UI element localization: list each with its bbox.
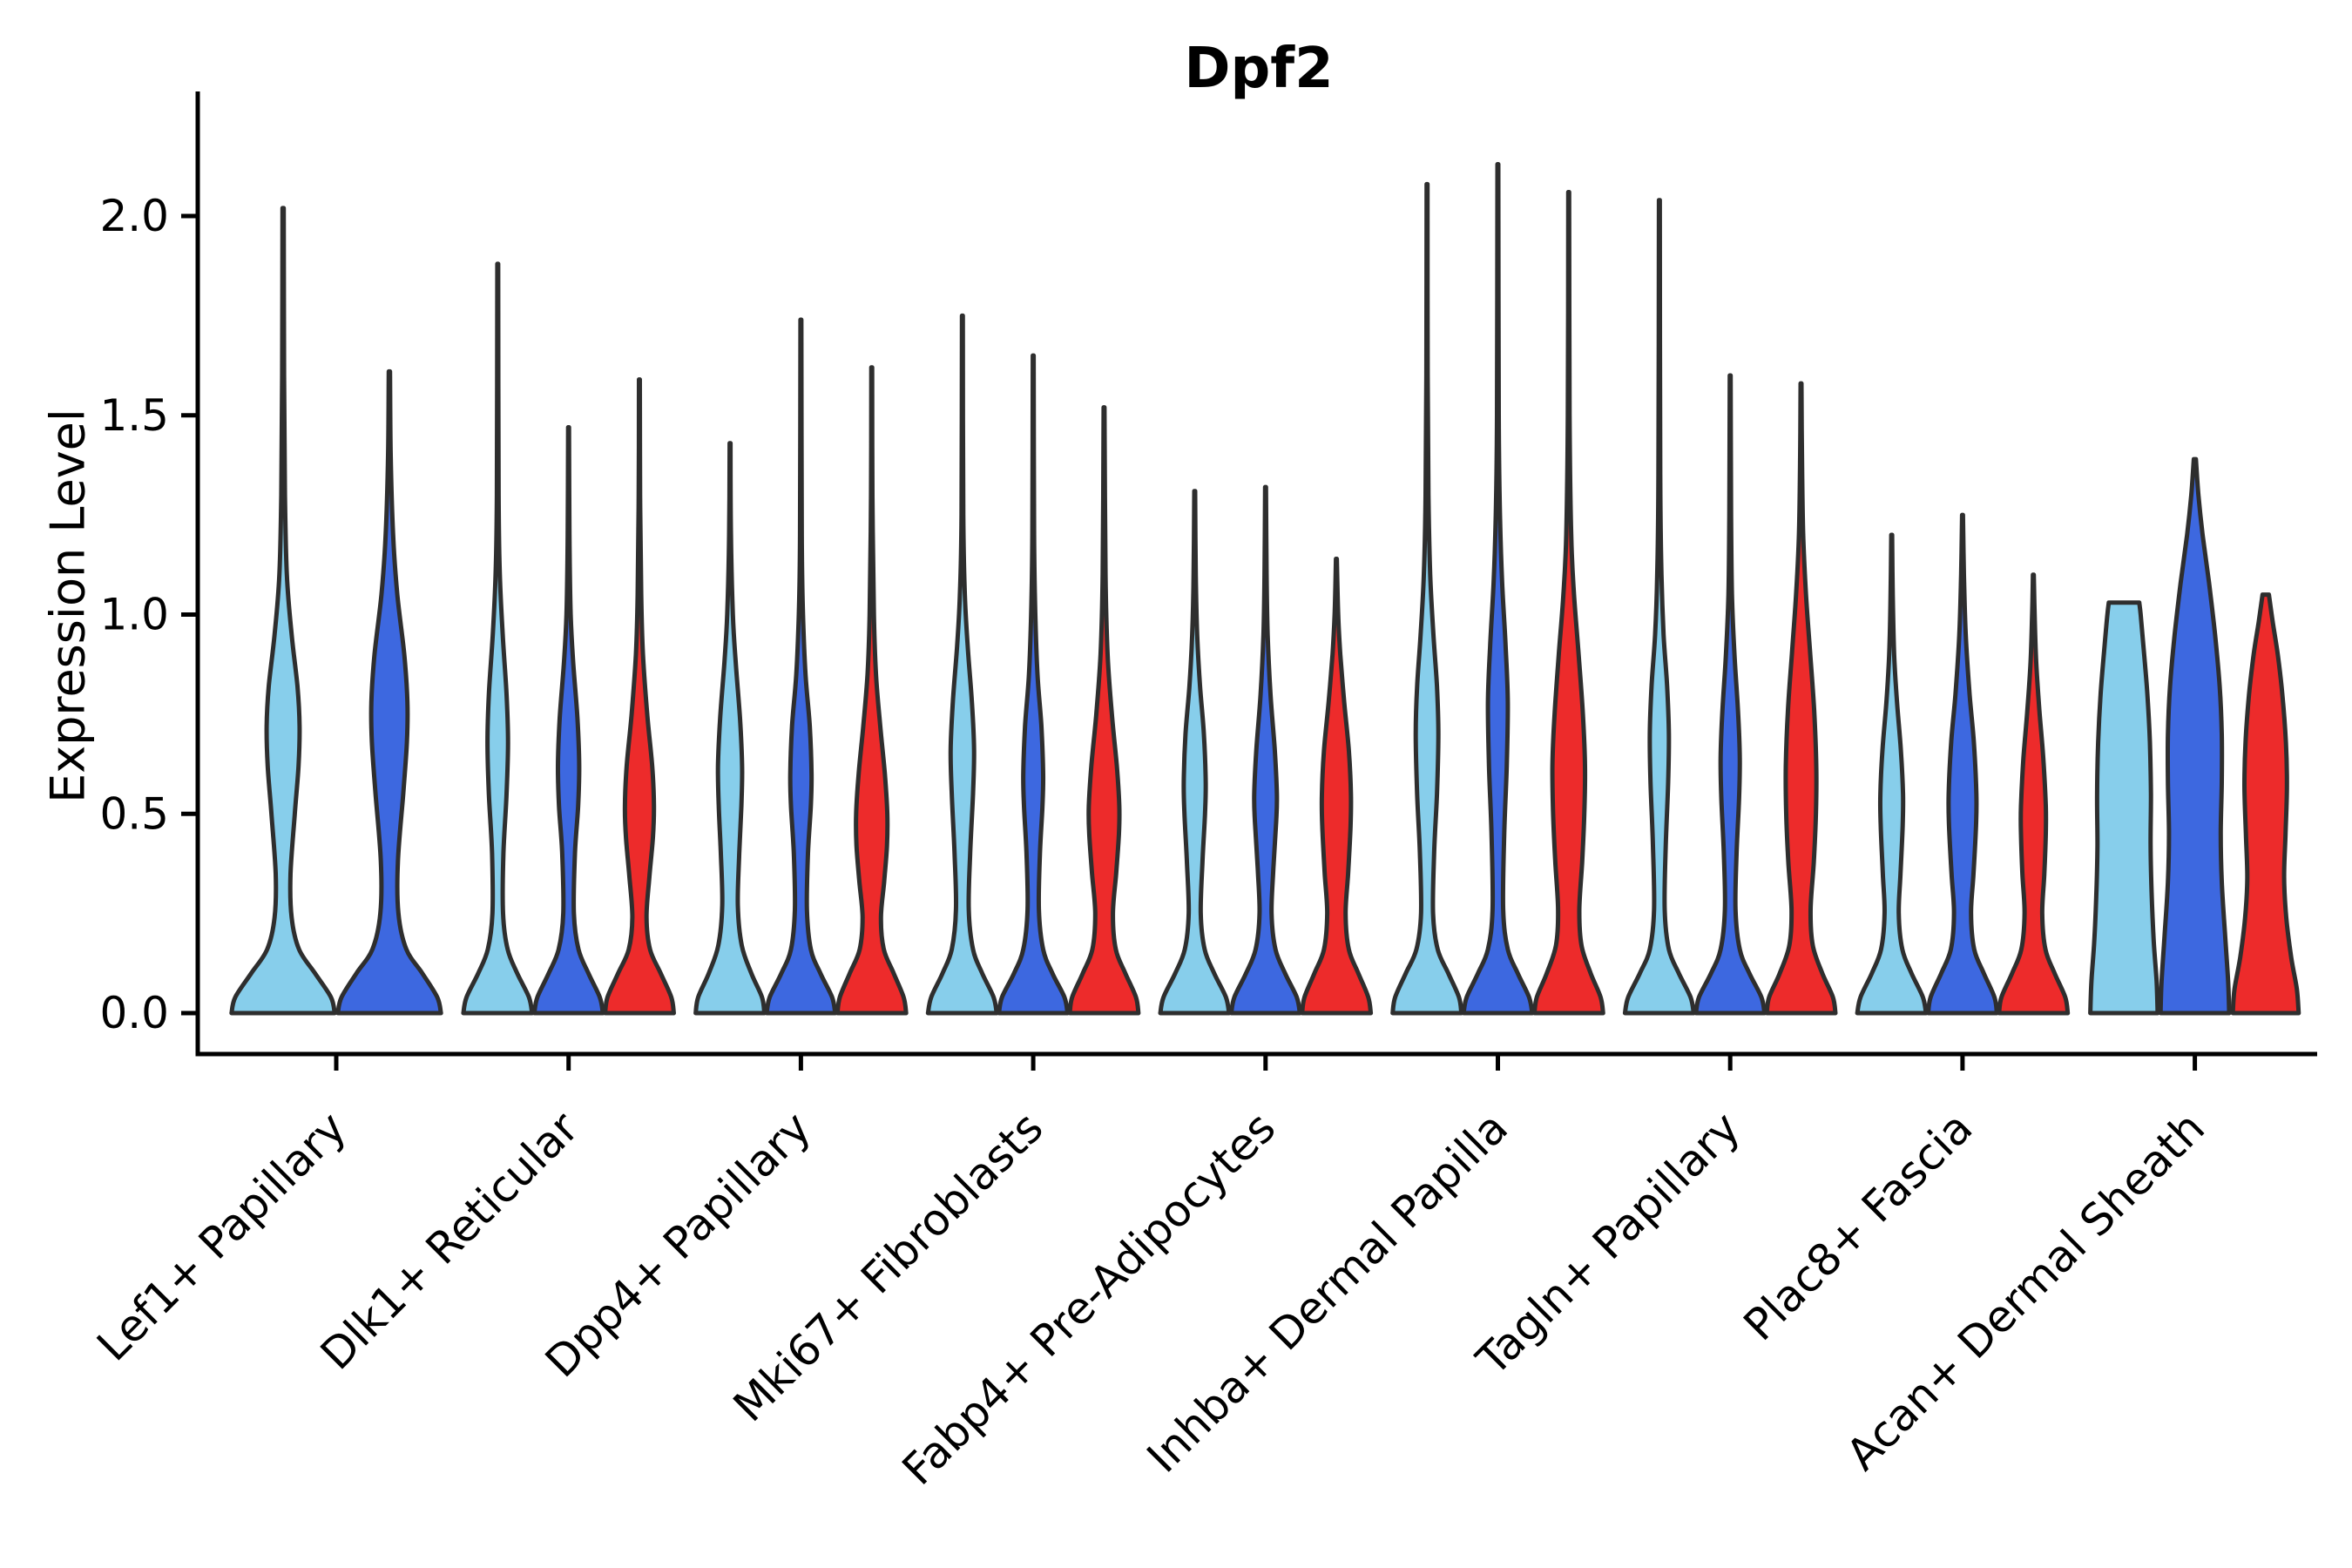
violin-5-s1 <box>1461 162 1535 1016</box>
violin-2-s0 <box>693 441 767 1016</box>
violin-8-s2 <box>2230 592 2301 1016</box>
x-tick-label: Plac8+ Fascia <box>1734 1102 1983 1350</box>
violin-3-s2 <box>1067 405 1141 1016</box>
violin-1-s0 <box>461 261 535 1016</box>
y-axis-label: Expression Level <box>40 409 96 803</box>
violin-3-s1 <box>997 353 1070 1016</box>
x-tick-label: Dlk1+ Reticular <box>311 1102 588 1379</box>
y-tick-label: 1.5 <box>99 390 169 441</box>
violin-0-s1 <box>335 368 443 1016</box>
violin-4-s2 <box>1300 557 1374 1016</box>
violin-6-s2 <box>1764 381 1838 1016</box>
violin-2-s1 <box>764 317 838 1016</box>
violin-7-s2 <box>1997 572 2071 1016</box>
violin-4-s0 <box>1158 489 1232 1016</box>
violin-8-s0 <box>2088 600 2160 1016</box>
violin-1-s2 <box>603 377 676 1016</box>
violin-6-s1 <box>1693 373 1767 1016</box>
violin-5-s2 <box>1531 190 1605 1016</box>
violin-0-s0 <box>229 206 337 1016</box>
x-tick-label: Lef1+ Papillary <box>87 1102 355 1370</box>
violin-4-s1 <box>1228 484 1302 1016</box>
y-tick-label: 2.0 <box>99 191 169 241</box>
violin-2-s2 <box>835 365 909 1016</box>
y-tick-label: 0.5 <box>99 788 169 839</box>
violin-3-s0 <box>925 313 999 1016</box>
violin-5-s0 <box>1390 181 1464 1016</box>
violin-7-s0 <box>1855 532 1929 1016</box>
chart-title: Dpf2 <box>1184 37 1334 101</box>
y-tick-label: 1.0 <box>99 590 169 640</box>
violin-6-s0 <box>1622 198 1696 1016</box>
x-tick-label: Fabp4+ Pre-Adipocytes <box>893 1102 1286 1495</box>
violin-8-s1 <box>2158 456 2232 1016</box>
violin-7-s1 <box>1926 512 1999 1016</box>
y-tick-label: 0.0 <box>99 988 169 1038</box>
violin-1-s1 <box>531 425 605 1016</box>
